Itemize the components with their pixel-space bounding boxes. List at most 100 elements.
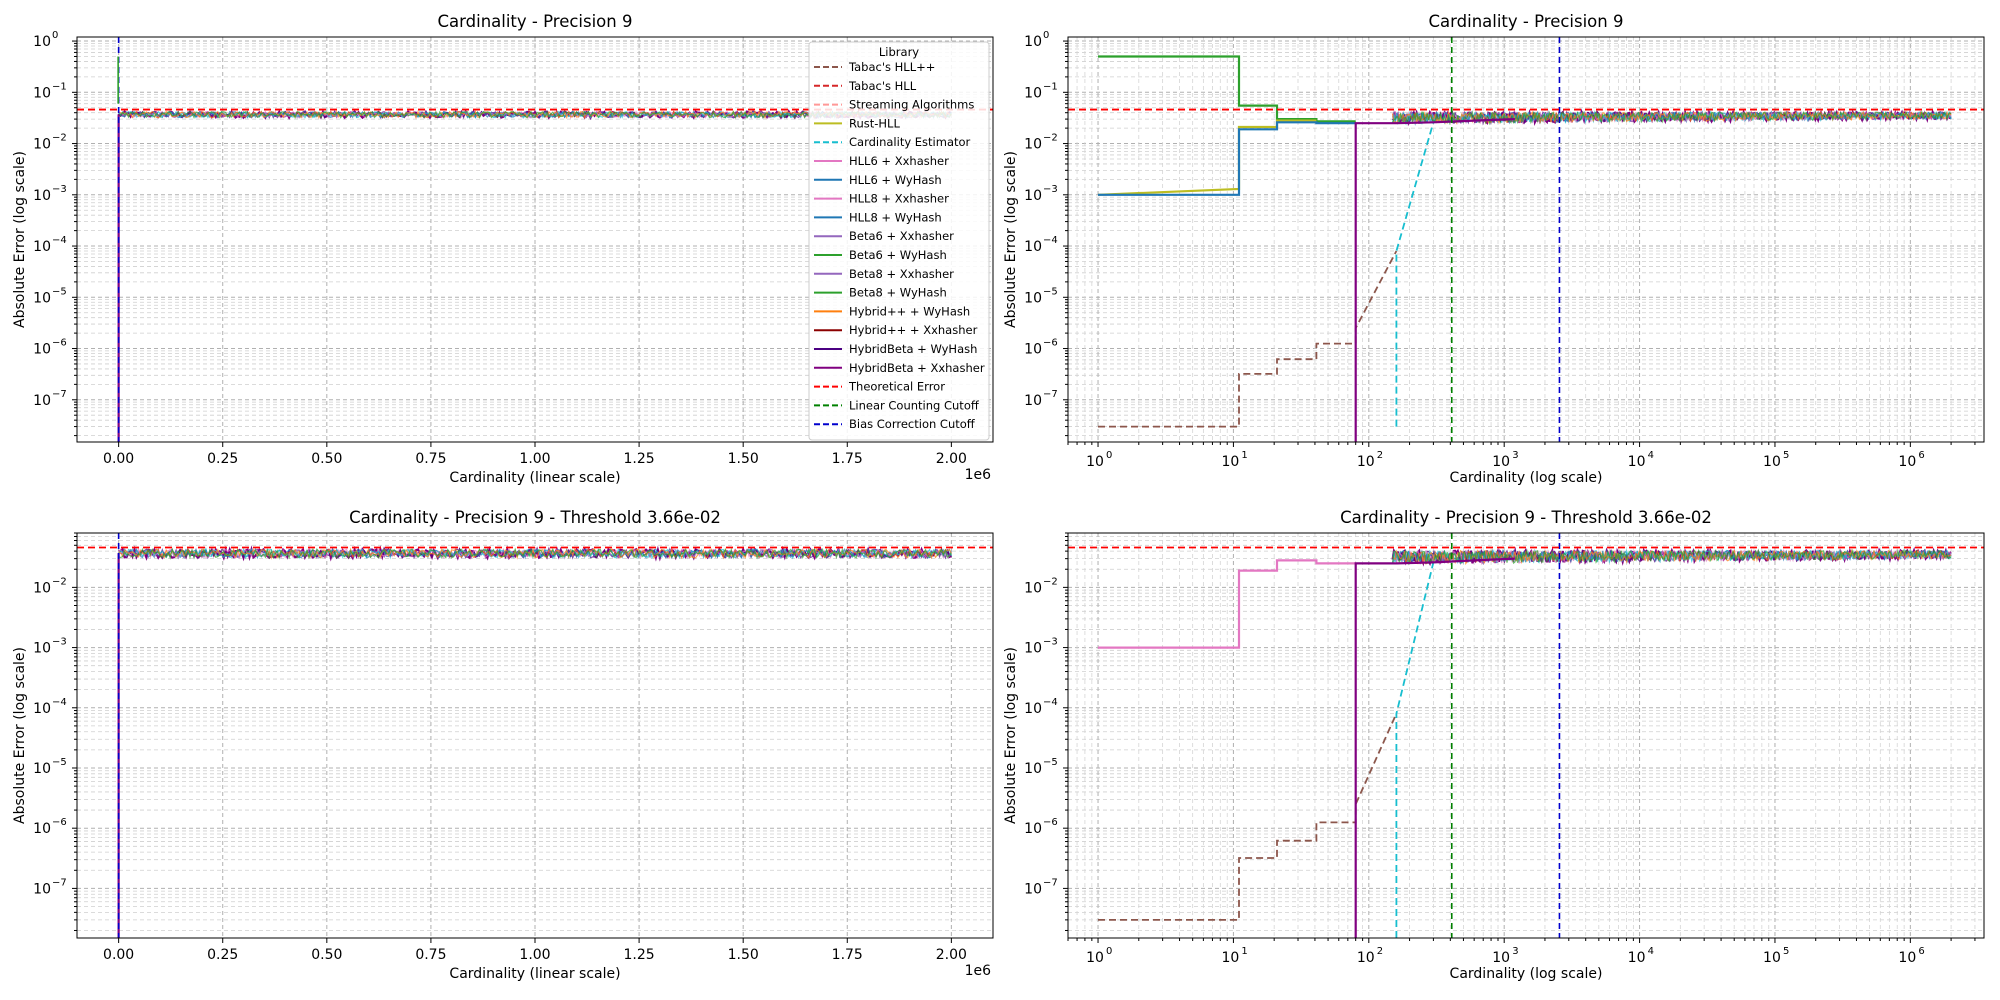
y-tick-label: 10 (33, 821, 51, 837)
x-tick-label: 0.50 (311, 947, 342, 963)
series-cardinality-estimator (1395, 122, 1435, 427)
y-tick-label: 10 (33, 34, 51, 50)
y-tick-exponent: −3 (52, 637, 67, 648)
x-tick-label: 1.25 (624, 451, 655, 467)
grid (1067, 37, 1984, 442)
legend-label: Rust-HLL (849, 116, 900, 130)
x-tick-label: 10 (1357, 950, 1375, 966)
grid (77, 532, 993, 938)
series-cardinality-estimator (1395, 562, 1435, 938)
y-tick-label: 10 (33, 393, 51, 409)
x-axis: 10 0 10 1 10 2 10 3 10 4 10 5 10 6 (1067, 442, 1976, 470)
x-tick-label: 10 (1763, 454, 1781, 470)
y-tick-label: 10 (1024, 342, 1042, 358)
x-tick-label: 10 (1628, 950, 1646, 966)
legend-label: Bias Correction Cutoff (849, 417, 976, 431)
series-tabac-s-hll- (1098, 250, 1398, 428)
y-tick-exponent: −1 (1043, 81, 1058, 92)
x-tick-label: 10 (1898, 454, 1916, 470)
x-tick-label: 1.00 (519, 947, 550, 963)
y-tick-label: 10 (1024, 85, 1042, 101)
series-hybridbeta-xxhasher (1354, 118, 1515, 442)
x-tick-label: 0.25 (207, 451, 238, 467)
series-hll6-wyhash (1098, 121, 1356, 196)
x-tick-label: 1.25 (624, 947, 655, 963)
plot-area (1068, 533, 1984, 938)
x-tick-label: 10 (1222, 454, 1240, 470)
x-tick-label: 1.75 (832, 947, 863, 963)
legend-label: Beta6 + WyHash (849, 248, 947, 262)
chart-title: Cardinality - Precision 9 - Threshold 3.… (1340, 508, 1712, 527)
x-tick-exponent: 4 (1648, 946, 1654, 957)
series-rust-hll (1097, 119, 1317, 196)
y-tick-label: 10 (1024, 393, 1042, 409)
chart-title: Cardinality - Precision 9 (1429, 12, 1624, 31)
x-axis-label: Cardinality (log scale) (1450, 470, 1603, 486)
y-tick-label: 10 (33, 580, 51, 596)
y-tick-exponent: −4 (1043, 697, 1058, 708)
y-tick-label: 10 (1024, 290, 1042, 306)
y-tick-exponent: −3 (1043, 184, 1058, 195)
y-tick-exponent: −7 (1043, 389, 1058, 400)
y-tick-label: 10 (33, 342, 51, 358)
y-tick-label: 10 (33, 188, 51, 204)
x-tick-exponent: 1 (1241, 450, 1247, 461)
y-tick-label: 10 (33, 761, 51, 777)
x-tick-label: 1.75 (832, 451, 863, 467)
legend-label: Cardinality Estimator (849, 135, 971, 149)
y-axis-label: Absolute Error (log scale) (12, 151, 28, 328)
y-tick-exponent: −4 (52, 697, 67, 708)
plot-area (77, 533, 993, 938)
y-tick-label: 10 (1024, 641, 1042, 657)
series-band-line (118, 547, 952, 560)
x-tick-label: 0.00 (103, 451, 134, 467)
series-hybridbeta-xxhasher (1354, 557, 1515, 938)
y-tick-label: 10 (1024, 188, 1042, 204)
y-tick-exponent: −5 (1043, 286, 1058, 297)
series-tabac-s-hll- (1098, 713, 1398, 921)
series-band-line (1392, 548, 1952, 566)
x-tick-exponent: 5 (1783, 450, 1789, 461)
x-tick-label: 10 (1492, 454, 1510, 470)
y-tick-label: 10 (1024, 239, 1042, 255)
legend-label: Beta6 + Xxhasher (849, 229, 954, 243)
x-tick-exponent: 2 (1377, 946, 1383, 957)
y-tick-exponent: −6 (1043, 338, 1058, 349)
y-tick-exponent: −7 (1043, 877, 1058, 888)
y-tick-label: 10 (1024, 701, 1042, 717)
legend-label: Hybrid++ + Xxhasher (849, 323, 978, 337)
x-tick-exponent: 0 (1106, 450, 1112, 461)
series-band-line (1392, 109, 1952, 126)
y-tick-label: 10 (33, 701, 51, 717)
series-band-line (118, 546, 952, 560)
y-axis-label: Absolute Error (log scale) (1003, 151, 1019, 328)
x-offset-label: 1e6 (965, 963, 992, 979)
x-tick-label: 0.75 (415, 451, 446, 467)
x-tick-label: 10 (1222, 950, 1240, 966)
x-tick-label: 0.25 (207, 947, 238, 963)
y-tick-exponent: −2 (1043, 133, 1058, 144)
y-tick-exponent: −7 (52, 877, 67, 888)
legend-label: Linear Counting Cutoff (849, 398, 980, 412)
y-tick-exponent: −6 (52, 817, 67, 828)
legend-label: Tabac's HLL++ (848, 60, 935, 74)
y-tick-label: 10 (1024, 761, 1042, 777)
y-tick-exponent: −6 (1043, 817, 1058, 828)
legend-label: Theoretical Error (848, 380, 945, 394)
y-tick-label: 10 (33, 85, 51, 101)
x-tick-label: 1.50 (728, 947, 759, 963)
x-tick-exponent: 2 (1377, 450, 1383, 461)
x-tick-label: 0.75 (415, 947, 446, 963)
y-tick-label: 10 (1024, 137, 1042, 153)
x-tick-label: 2.00 (936, 451, 967, 467)
x-tick-exponent: 6 (1918, 450, 1924, 461)
y-tick-exponent: −1 (52, 81, 67, 92)
legend-label: HLL8 + Xxhasher (849, 192, 949, 206)
x-axis-label: Cardinality (linear scale) (449, 470, 620, 486)
y-tick-exponent: −5 (52, 757, 67, 768)
legend-title: Library (879, 45, 919, 59)
